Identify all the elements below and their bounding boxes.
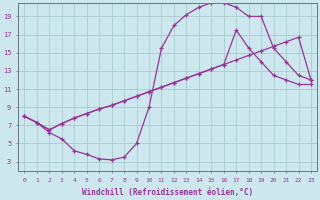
X-axis label: Windchill (Refroidissement éolien,°C): Windchill (Refroidissement éolien,°C): [82, 188, 253, 197]
